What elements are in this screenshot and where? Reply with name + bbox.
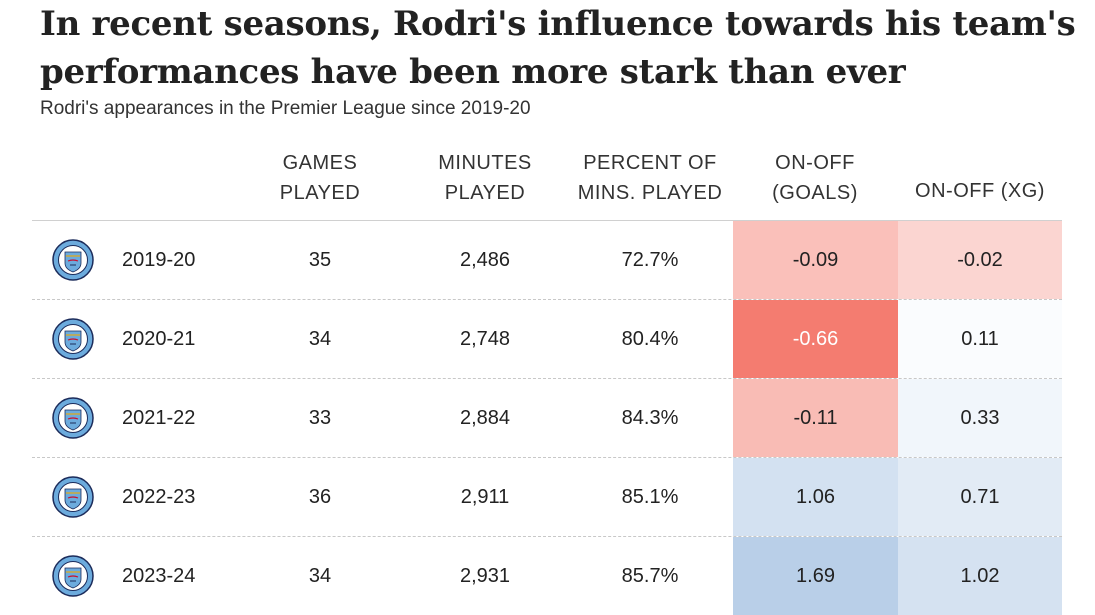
row-divider bbox=[32, 457, 1062, 458]
percent-mins-cell: 85.1% bbox=[621, 485, 679, 508]
games-played-cell: 36 bbox=[308, 485, 332, 508]
header-line: PERCENT OF bbox=[583, 152, 717, 174]
on-off-goals-cell: -0.09 bbox=[733, 221, 898, 299]
chart-title: In recent seasons, Rodri's influence tow… bbox=[40, 4, 1076, 92]
on-off-xg-cell: 0.33 bbox=[898, 379, 1062, 457]
header-percent-mins: PERCENT OF MINS. PLAYED bbox=[565, 146, 735, 210]
manchester-city-badge-icon bbox=[52, 318, 94, 360]
games-played-cell: 34 bbox=[308, 327, 332, 350]
manchester-city-badge-icon bbox=[52, 397, 94, 439]
on-off-xg-cell: 1.02 bbox=[898, 537, 1062, 615]
percent-mins-cell: 80.4% bbox=[621, 327, 679, 350]
minutes-played-cell: 2,884 bbox=[459, 406, 511, 429]
percent-mins-cell: 72.7% bbox=[621, 248, 679, 271]
header-line: PLAYED bbox=[279, 182, 361, 204]
manchester-city-badge-icon bbox=[52, 555, 94, 597]
on-off-goals-cell: 1.06 bbox=[733, 458, 898, 536]
row-divider bbox=[32, 378, 1062, 379]
header-divider bbox=[32, 220, 1062, 221]
table-row: 2023-24 34 2,931 85.7% 1.69 1.02 bbox=[32, 537, 1062, 615]
manchester-city-badge-icon bbox=[52, 239, 94, 281]
row-divider bbox=[32, 536, 1062, 537]
on-off-xg-cell: 0.11 bbox=[898, 300, 1062, 378]
season-label: 2022-23 bbox=[122, 485, 196, 508]
table-row: 2021-22 33 2,884 84.3% -0.11 0.33 bbox=[32, 379, 1062, 457]
table-row: 2022-23 36 2,911 85.1% 1.06 0.71 bbox=[32, 458, 1062, 536]
games-played-cell: 35 bbox=[308, 248, 332, 271]
season-label: 2019-20 bbox=[122, 248, 196, 271]
on-off-goals-cell: 1.69 bbox=[733, 537, 898, 615]
minutes-played-cell: 2,486 bbox=[459, 248, 511, 271]
header-line: GAMES bbox=[282, 152, 358, 174]
manchester-city-badge-icon bbox=[52, 476, 94, 518]
minutes-played-cell: 2,931 bbox=[459, 564, 511, 587]
on-off-xg-cell: -0.02 bbox=[898, 221, 1062, 299]
row-divider bbox=[32, 299, 1062, 300]
header-line: MINS. PLAYED bbox=[577, 182, 723, 204]
percent-mins-cell: 84.3% bbox=[621, 406, 679, 429]
header-minutes-played: MINUTES PLAYED bbox=[410, 146, 560, 210]
chart-subtitle: Rodri's appearances in the Premier Leagu… bbox=[40, 98, 531, 119]
season-label: 2023-24 bbox=[122, 564, 196, 587]
header-line: PLAYED bbox=[444, 182, 526, 204]
header-on-off-xg: ON-OFF (XG) bbox=[895, 146, 1065, 210]
header-line: ON-OFF bbox=[775, 152, 855, 174]
header-line: (GOALS) bbox=[772, 182, 858, 204]
minutes-played-cell: 2,748 bbox=[459, 327, 511, 350]
on-off-goals-cell: -0.66 bbox=[733, 300, 898, 378]
header-games-played: GAMES PLAYED bbox=[250, 146, 390, 210]
header-line: ON-OFF (XG) bbox=[915, 180, 1045, 202]
on-off-goals-cell: -0.11 bbox=[733, 379, 898, 457]
games-played-cell: 33 bbox=[308, 406, 332, 429]
games-played-cell: 34 bbox=[308, 564, 332, 587]
percent-mins-cell: 85.7% bbox=[621, 564, 679, 587]
header-on-off-goals: ON-OFF (GOALS) bbox=[745, 146, 885, 210]
minutes-played-cell: 2,911 bbox=[460, 485, 510, 508]
season-label: 2020-21 bbox=[122, 327, 196, 350]
table-row: 2019-20 35 2,486 72.7% -0.09 -0.02 bbox=[32, 221, 1062, 299]
on-off-xg-cell: 0.71 bbox=[898, 458, 1062, 536]
table-row: 2020-21 34 2,748 80.4% -0.66 0.11 bbox=[32, 300, 1062, 378]
header-line: MINUTES bbox=[438, 152, 532, 174]
season-label: 2021-22 bbox=[122, 406, 196, 429]
